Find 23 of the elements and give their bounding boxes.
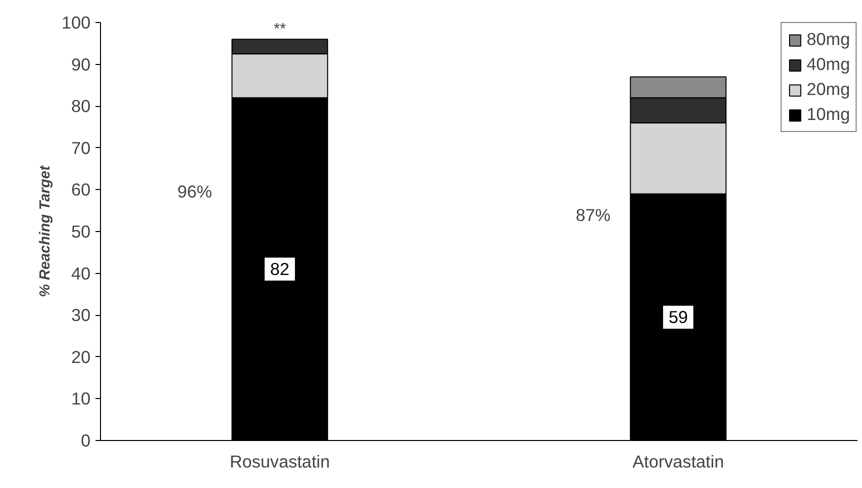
legend-label: 10mg bbox=[806, 104, 850, 125]
y-tick-label: 50 bbox=[71, 222, 91, 242]
legend-label: 80mg bbox=[806, 29, 850, 50]
y-tick-label: 90 bbox=[71, 54, 91, 74]
y-tick-label: 20 bbox=[71, 346, 91, 367]
y-tick-label: 0 bbox=[80, 430, 91, 450]
y-tick-label: 70 bbox=[71, 138, 91, 158]
y-tick-label: 100 bbox=[62, 12, 91, 32]
legend-label: 20mg bbox=[806, 79, 850, 100]
y-tick-label: 80 bbox=[71, 96, 91, 116]
y-tick-label: 10 bbox=[71, 388, 91, 409]
total-label: 87% bbox=[576, 205, 610, 226]
data-label: 59 bbox=[668, 307, 688, 328]
x-tick-label: Rosuvastatin bbox=[230, 452, 330, 472]
x-tick-label: Atorvastatin bbox=[632, 452, 724, 472]
annotation: ** bbox=[274, 21, 286, 38]
y-tick-label: 30 bbox=[71, 305, 91, 326]
data-label: 82 bbox=[270, 259, 290, 280]
total-label: 96% bbox=[177, 182, 212, 202]
legend-label: 40mg bbox=[806, 54, 850, 75]
y-tick-label: 60 bbox=[71, 180, 91, 200]
y-tick-label: 40 bbox=[71, 263, 91, 284]
y-axis-title: % Reaching Target bbox=[38, 164, 54, 298]
